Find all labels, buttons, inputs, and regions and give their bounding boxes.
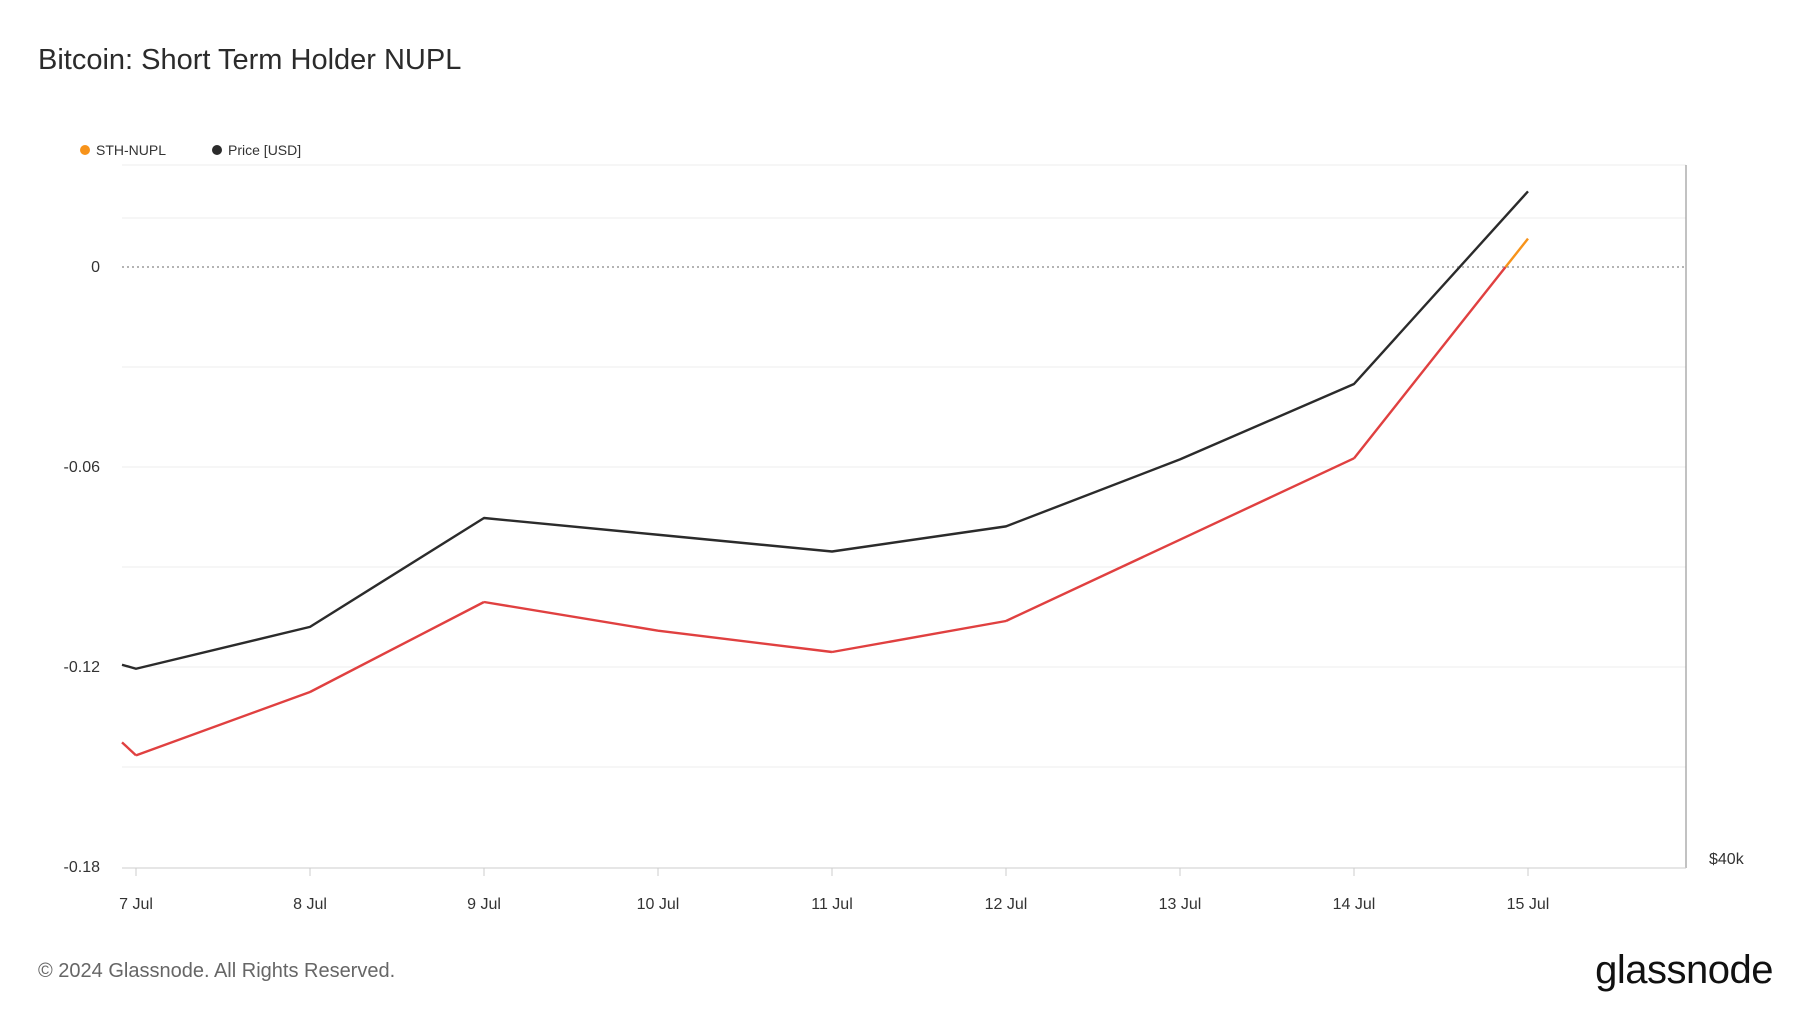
legend-label-sth-nupl: STH-NUPL bbox=[96, 142, 167, 158]
y-tick-label: 0 bbox=[91, 259, 100, 276]
legend-dot-sth-nupl bbox=[80, 145, 90, 155]
x-tick-label: 9 Jul bbox=[467, 896, 501, 913]
x-tick-label: 11 Jul bbox=[811, 896, 853, 913]
y-tick-label: -0.18 bbox=[64, 859, 101, 876]
x-tick-label: 8 Jul bbox=[293, 896, 327, 913]
y-tick-label: -0.06 bbox=[64, 459, 101, 476]
legend-item-sth-nupl[interactable]: STH-NUPL bbox=[80, 142, 166, 158]
x-tick-label: 12 Jul bbox=[985, 896, 1028, 913]
chart-legend: STH-NUPL Price [USD] bbox=[80, 142, 301, 158]
legend-label-price: Price [USD] bbox=[228, 142, 302, 158]
y-tick-label: -0.12 bbox=[64, 659, 101, 676]
sth-nupl-line-negative bbox=[121, 266, 1507, 757]
price-series-line bbox=[121, 190, 1529, 670]
legend-dot-price bbox=[212, 145, 223, 155]
legend-item-price[interactable]: Price [USD] bbox=[212, 142, 301, 158]
x-tick-label: 14 Jul bbox=[1333, 896, 1376, 913]
sth-nupl-line-positive bbox=[1504, 237, 1529, 268]
x-tick-label: 10 Jul bbox=[637, 896, 680, 913]
y-right-tick-label: $40k bbox=[1709, 851, 1745, 868]
x-tick-label: 7 Jul bbox=[119, 896, 153, 913]
x-tick-label: 13 Jul bbox=[1159, 896, 1202, 913]
x-tick-label: 15 Jul bbox=[1507, 896, 1550, 913]
glassnode-logo: glassnode bbox=[1595, 948, 1773, 992]
copyright-footer: © 2024 Glassnode. All Rights Reserved. bbox=[38, 960, 396, 982]
chart-title: Bitcoin: Short Term Holder NUPL bbox=[38, 44, 462, 76]
